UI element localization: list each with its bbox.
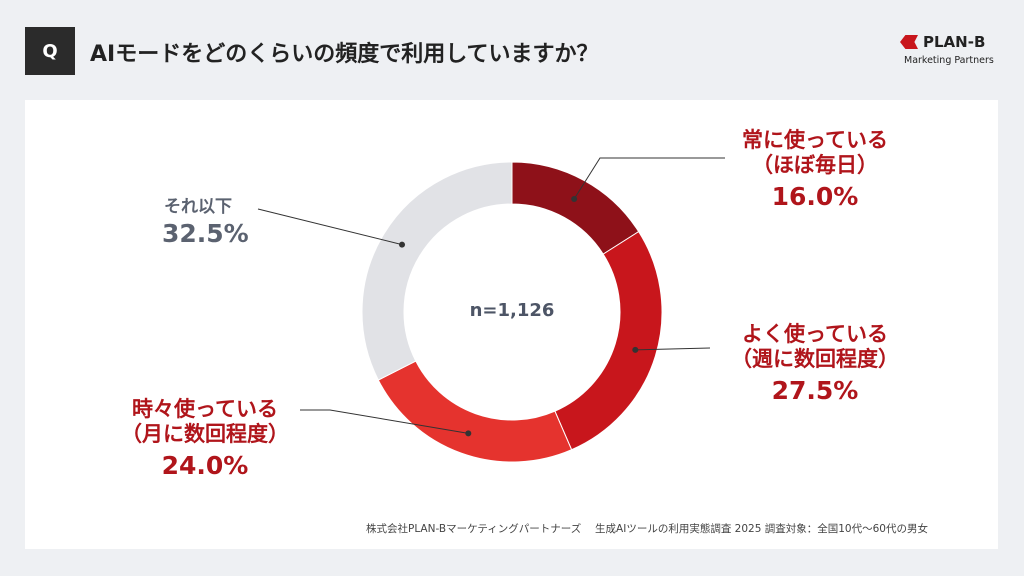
leader-dot-daily <box>571 195 578 202</box>
label-daily: 常に使っている （ほぼ毎日） 16.0% <box>705 128 925 212</box>
slice-daily <box>511 161 640 255</box>
label-daily-line1: 常に使っている <box>742 128 888 152</box>
sample-size: n=1,126 <box>469 300 555 321</box>
leader-line-weekly <box>635 347 711 351</box>
logo: PLAN-B Marketing Partners <box>900 33 1000 66</box>
label-monthly-value: 24.0% <box>161 451 249 481</box>
leader-line-daily <box>573 157 725 200</box>
label-weekly-line2: （週に数回程度） <box>731 347 899 372</box>
label-weekly-value: 27.5% <box>771 376 859 406</box>
leader-line-monthly <box>300 409 469 434</box>
slice-less <box>361 161 513 381</box>
label-weekly: よく使っている （週に数回程度） 27.5% <box>700 322 930 406</box>
logo-name: PLAN-B <box>923 33 986 51</box>
footer-source: 株式会社PLAN-Bマーケティングパートナーズ 生成AIツールの利用実態調査 2… <box>366 523 928 535</box>
slice-monthly <box>377 360 573 463</box>
label-monthly: 時々使っている （月に数回程度） 24.0% <box>90 397 320 481</box>
leader-dot-less <box>399 241 406 248</box>
leader-line-less <box>257 208 403 246</box>
logo-sub: Marketing Partners <box>904 55 994 66</box>
label-daily-line2: （ほぼ毎日） <box>752 153 878 178</box>
leader-dot-monthly <box>465 430 472 437</box>
page-title: AIモードをどのくらいの頻度で利用していますか？ <box>90 42 599 67</box>
label-less-line1: それ以下 <box>164 197 232 217</box>
label-less-value: 32.5% <box>162 219 249 249</box>
leader-dot-weekly <box>632 346 639 353</box>
logo-mark-icon <box>900 35 918 49</box>
label-daily-value: 16.0% <box>771 182 859 212</box>
label-weekly-line1: よく使っている <box>742 322 888 346</box>
label-less: それ以下 32.5% <box>148 197 258 249</box>
question-badge: Q <box>25 27 75 75</box>
slice-weekly <box>554 230 663 451</box>
label-monthly-line1: 時々使っている <box>132 397 278 421</box>
label-monthly-line2: （月に数回程度） <box>121 422 289 447</box>
